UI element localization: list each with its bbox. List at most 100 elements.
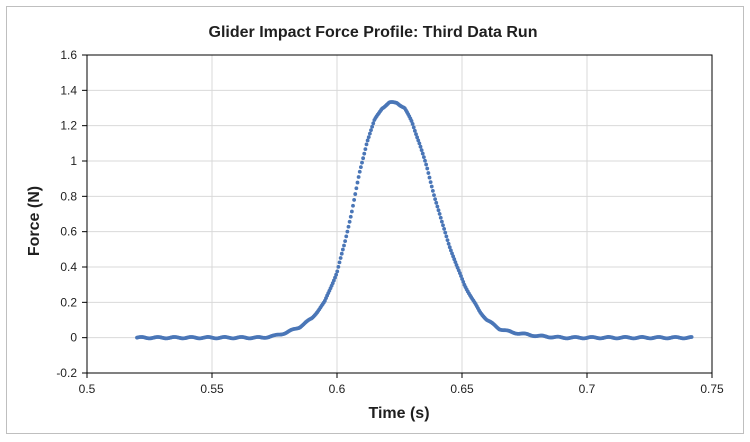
data-point	[452, 257, 457, 262]
data-point	[344, 234, 349, 239]
chart-area[interactable]: Glider Impact Force Profile: Third Data …	[6, 6, 744, 434]
data-point	[357, 169, 362, 174]
data-point	[362, 151, 367, 156]
data-point	[427, 175, 432, 180]
data-point	[361, 156, 366, 161]
data-point	[425, 166, 430, 171]
data-point	[432, 193, 436, 198]
data-point	[435, 204, 440, 209]
data-point	[338, 256, 343, 260]
data-point	[356, 175, 361, 179]
data-series	[135, 100, 694, 341]
data-point	[354, 186, 359, 191]
y-tick-label: -0.2	[56, 366, 77, 380]
data-point	[343, 239, 348, 243]
data-point	[411, 125, 416, 130]
data-point	[428, 180, 433, 185]
data-point	[416, 138, 421, 143]
data-point	[347, 219, 352, 224]
x-tick-label: 0.55	[200, 382, 224, 396]
y-axis-label: Force (N)	[26, 186, 43, 256]
data-point	[360, 160, 364, 165]
data-point	[417, 141, 422, 146]
data-point	[689, 335, 694, 339]
data-point	[442, 227, 447, 231]
x-tick-label: 0.5	[79, 382, 96, 396]
y-axis-ticks: -0.2 0 0.2 0.4 0.6 0.8 1 1.2 1.4 1.6	[56, 48, 87, 380]
plot-area-border	[86, 54, 713, 374]
data-point	[410, 122, 415, 126]
x-axis-ticks: 0.5 0.55 0.6 0.65 0.7 0.75	[79, 373, 724, 396]
data-point	[429, 184, 434, 189]
data-point	[437, 212, 442, 216]
data-point	[349, 209, 354, 214]
data-point	[448, 248, 453, 253]
data-point	[438, 215, 443, 220]
data-point	[446, 241, 451, 246]
data-point	[445, 238, 450, 242]
data-point	[441, 223, 445, 228]
y-tick-label: 1.6	[60, 48, 77, 62]
data-point	[426, 171, 431, 175]
data-point	[439, 219, 444, 224]
data-point	[461, 280, 466, 284]
data-point	[369, 128, 373, 133]
data-point	[363, 147, 368, 151]
x-tick-label: 0.7	[579, 382, 596, 396]
gridlines	[86, 54, 713, 374]
data-point	[433, 197, 438, 201]
y-tick-label: 0.8	[60, 189, 77, 203]
data-point	[436, 208, 441, 213]
data-point	[453, 260, 458, 264]
y-tick-label: 0.2	[60, 295, 77, 309]
data-point	[339, 251, 344, 256]
x-tick-label: 0.75	[700, 382, 724, 396]
data-point	[414, 132, 418, 137]
data-point	[364, 142, 369, 147]
data-point	[418, 144, 423, 149]
y-tick-label: 1	[70, 154, 77, 168]
data-point	[358, 165, 363, 170]
data-point	[420, 151, 425, 156]
y-tick-label: 1.2	[60, 119, 77, 133]
data-point	[334, 272, 339, 277]
data-point	[460, 277, 465, 281]
data-point	[450, 251, 454, 256]
data-point	[345, 229, 350, 234]
data-point	[335, 269, 340, 274]
data-point	[336, 264, 341, 269]
data-point	[365, 138, 370, 143]
data-point	[366, 135, 371, 139]
data-point	[352, 198, 357, 202]
data-point	[412, 128, 417, 133]
data-point	[371, 121, 376, 126]
data-point	[348, 214, 353, 219]
data-point	[444, 234, 449, 239]
data-point	[451, 254, 456, 259]
data-point	[333, 275, 337, 280]
y-tick-label: 0	[70, 331, 77, 345]
data-point	[424, 162, 429, 167]
data-point	[457, 271, 462, 276]
x-tick-label: 0.6	[329, 382, 346, 396]
data-point	[353, 192, 358, 196]
data-point	[447, 245, 452, 250]
data-point	[415, 135, 420, 140]
data-point	[370, 124, 375, 129]
data-point	[421, 155, 426, 160]
data-point	[346, 224, 351, 229]
data-point	[355, 180, 360, 185]
data-point	[430, 189, 435, 193]
data-point	[423, 158, 427, 163]
data-point	[443, 230, 448, 235]
data-point	[337, 260, 342, 265]
data-point	[351, 203, 355, 208]
data-point	[419, 148, 424, 153]
y-tick-label: 1.4	[60, 83, 77, 97]
y-tick-label: 0.6	[60, 225, 77, 239]
y-tick-label: 0.4	[60, 260, 77, 274]
data-point	[409, 119, 414, 123]
data-point	[342, 243, 346, 248]
data-point	[340, 247, 345, 252]
